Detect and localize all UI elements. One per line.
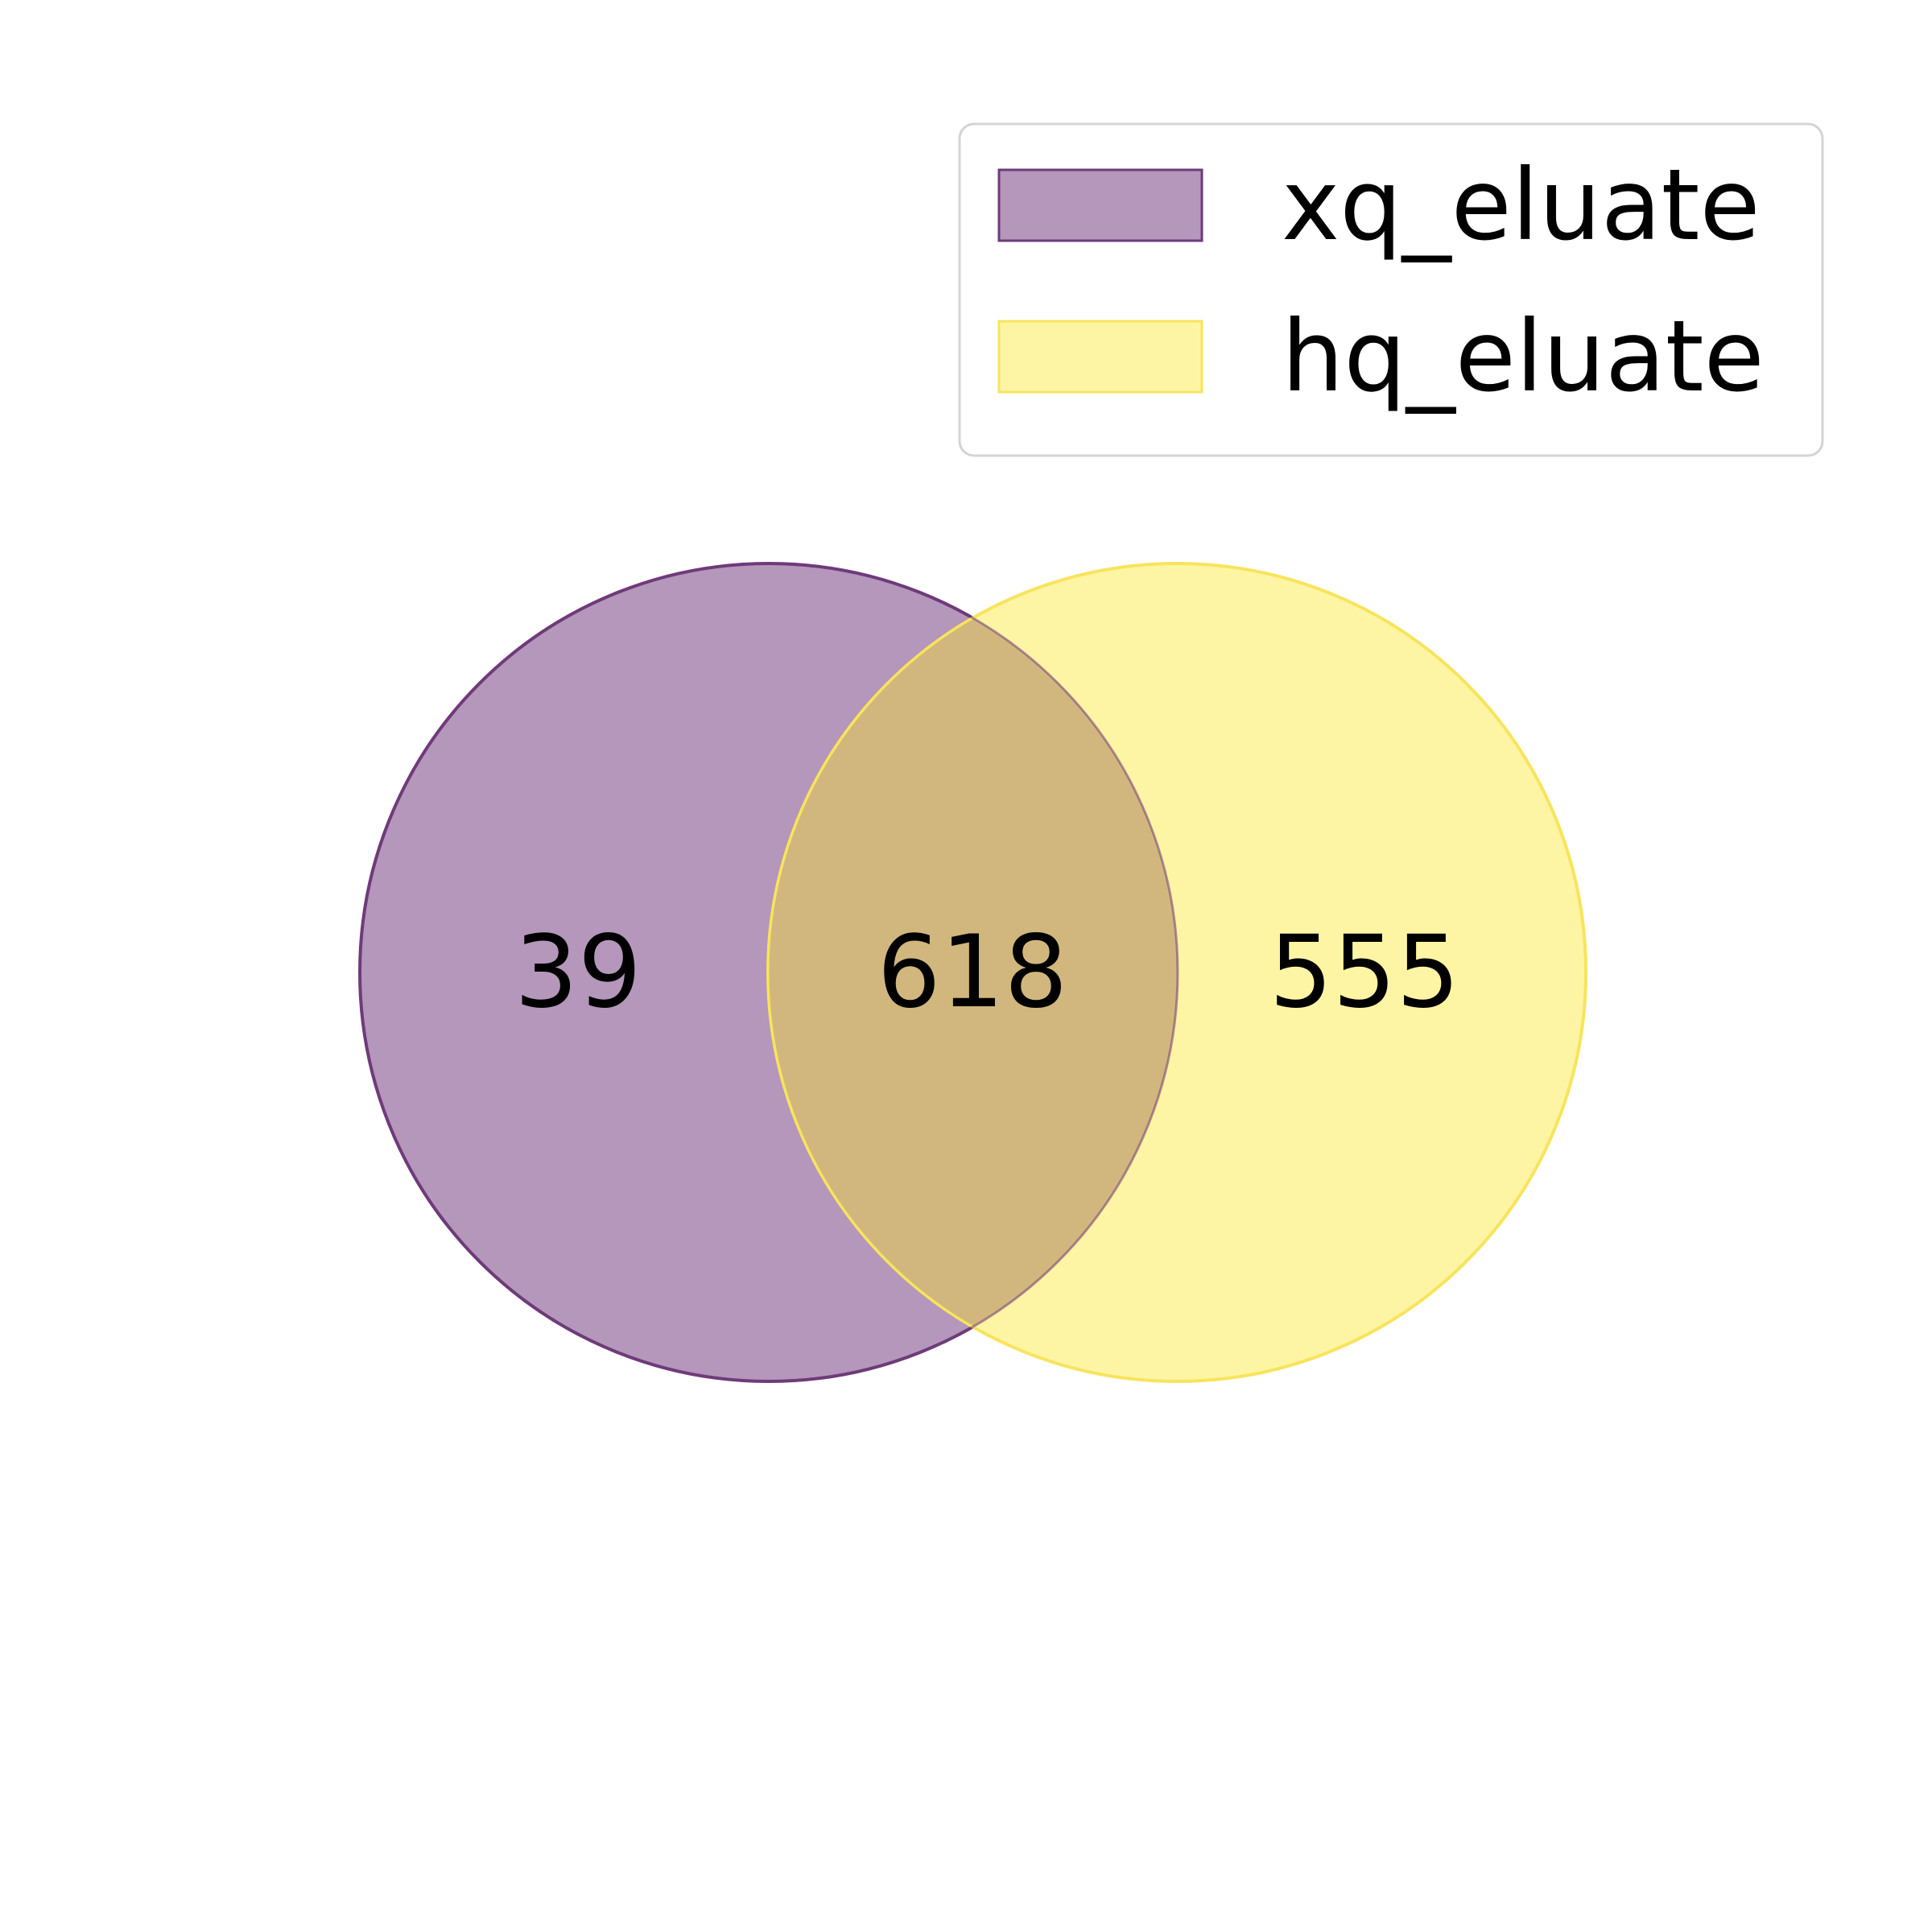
region-only-b-count: 555 [1269, 914, 1460, 1030]
legend-label-hq-eluate: hq_eluate [1282, 299, 1765, 414]
legend-swatch-xq-eluate [997, 168, 1203, 242]
legend-swatch-hq-eluate [997, 320, 1203, 394]
region-only-a-count: 39 [514, 914, 642, 1030]
legend: xq_eluate hq_eluate [958, 122, 1824, 457]
region-both-count: 618 [877, 914, 1068, 1030]
legend-label-xq-eluate: xq_eluate [1282, 148, 1761, 262]
set-a-boundary [358, 562, 1179, 1383]
